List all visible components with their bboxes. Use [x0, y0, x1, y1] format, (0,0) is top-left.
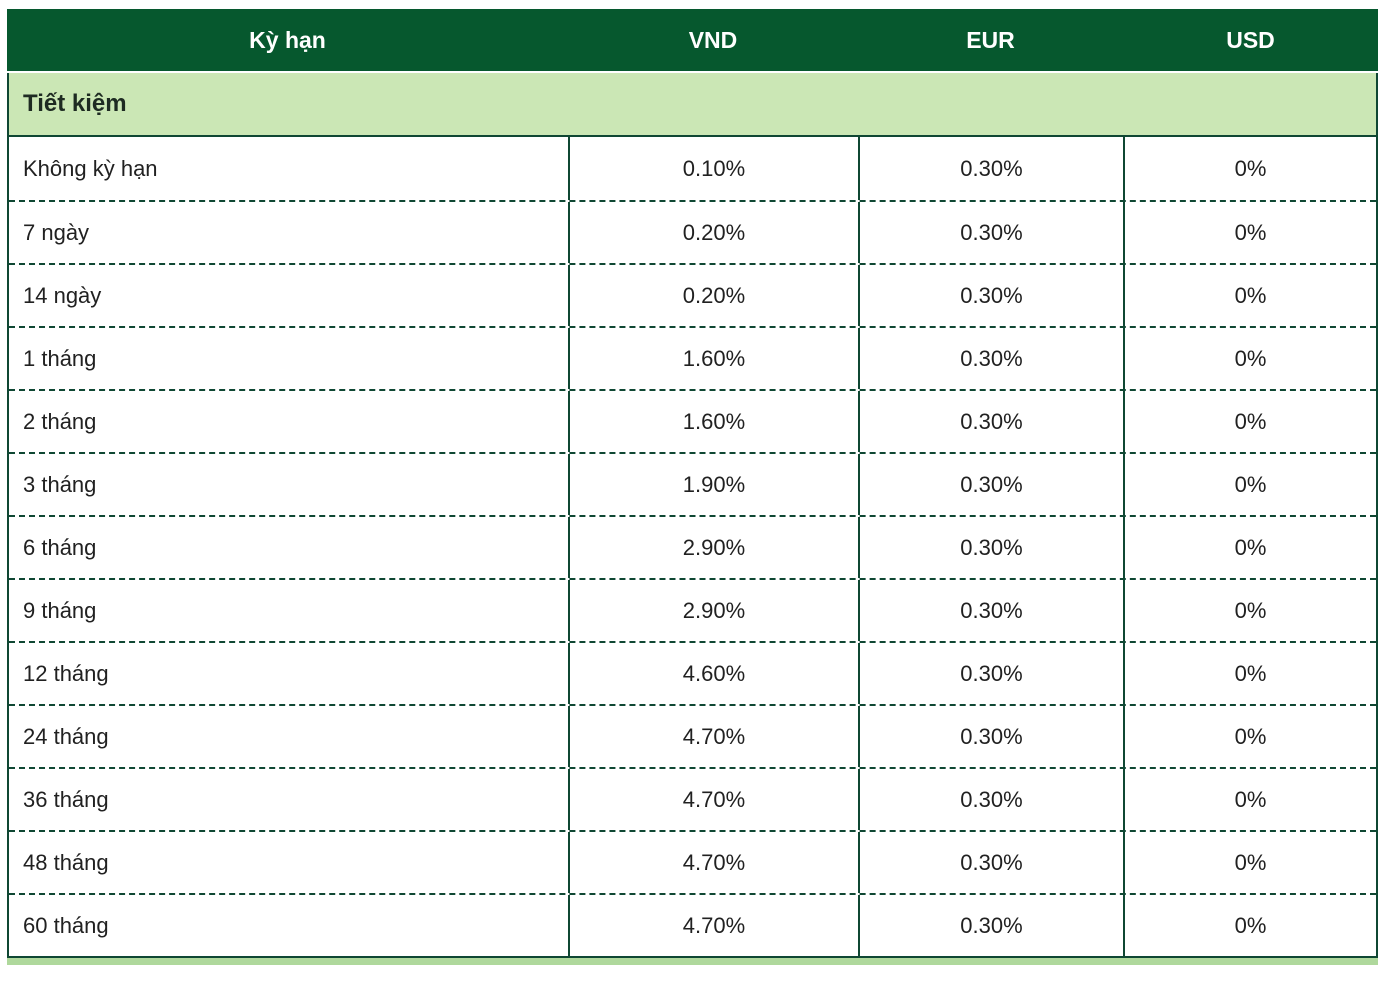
term-cell: 12 tháng — [23, 660, 109, 686]
vnd-rate-cell: 4.70% — [568, 769, 858, 830]
usd-rate-cell: 0% — [1123, 895, 1376, 956]
table-row: 2 tháng 1.60% 0.30% 0% — [9, 389, 1376, 452]
column-header-term: Kỳ hạn — [249, 26, 326, 53]
eur-rate-cell: 0.30% — [858, 832, 1123, 893]
vnd-rate-cell: 4.70% — [568, 895, 858, 956]
table-row: 1 tháng 1.60% 0.30% 0% — [9, 326, 1376, 389]
column-header-eur: EUR — [966, 26, 1015, 53]
usd-rate-cell: 0% — [1123, 328, 1376, 389]
usd-rate-cell: 0% — [1123, 580, 1376, 641]
eur-rate-cell: 0.30% — [858, 137, 1123, 200]
term-cell: 60 tháng — [23, 912, 109, 938]
usd-rate-cell: 0% — [1123, 265, 1376, 326]
term-cell: 6 tháng — [23, 534, 97, 560]
usd-rate-cell: 0% — [1123, 137, 1376, 200]
table-row: 36 tháng 4.70% 0.30% 0% — [9, 767, 1376, 830]
table-row: 60 tháng 4.70% 0.30% 0% — [9, 893, 1376, 956]
term-cell: 9 tháng — [23, 597, 97, 623]
usd-rate-cell: 0% — [1123, 202, 1376, 263]
table-row: 14 ngày 0.20% 0.30% 0% — [9, 263, 1376, 326]
table-row: Không kỳ hạn 0.10% 0.30% 0% — [9, 137, 1376, 200]
table-row: 3 tháng 1.90% 0.30% 0% — [9, 452, 1376, 515]
eur-rate-cell: 0.30% — [858, 643, 1123, 704]
table-row: 12 tháng 4.60% 0.30% 0% — [9, 641, 1376, 704]
table-row: 9 tháng 2.90% 0.30% 0% — [9, 578, 1376, 641]
usd-rate-cell: 0% — [1123, 643, 1376, 704]
vnd-rate-cell: 2.90% — [568, 580, 858, 641]
vnd-rate-cell: 4.70% — [568, 706, 858, 767]
eur-rate-cell: 0.30% — [858, 391, 1123, 452]
table-body: Không kỳ hạn 0.10% 0.30% 0% 7 ngày 0.20% 0.30%… — [7, 135, 1378, 956]
table-row: 24 tháng 4.70% 0.30% 0% — [9, 704, 1376, 767]
usd-rate-cell: 0% — [1123, 517, 1376, 578]
usd-rate-cell: 0% — [1123, 706, 1376, 767]
vnd-rate-cell: 4.60% — [568, 643, 858, 704]
eur-rate-cell: 0.30% — [858, 328, 1123, 389]
vnd-rate-cell: 0.20% — [568, 202, 858, 263]
interest-rate-table: Kỳ hạn VND EUR USD Tiết kiệm Không kỳ hạ… — [7, 9, 1378, 965]
section-label: Tiết kiệm — [23, 90, 127, 117]
eur-rate-cell: 0.30% — [858, 580, 1123, 641]
vnd-rate-cell: 0.20% — [568, 265, 858, 326]
term-cell: 1 tháng — [23, 345, 97, 371]
table-row: 48 tháng 4.70% 0.30% 0% — [9, 830, 1376, 893]
term-cell: 24 tháng — [23, 723, 109, 749]
column-header-usd: USD — [1226, 26, 1275, 53]
section-header-savings: Tiết kiệm — [7, 73, 1378, 135]
vnd-rate-cell: 2.90% — [568, 517, 858, 578]
column-header-vnd: VND — [688, 26, 738, 53]
usd-rate-cell: 0% — [1123, 454, 1376, 515]
eur-rate-cell: 0.30% — [858, 454, 1123, 515]
eur-rate-cell: 0.30% — [858, 769, 1123, 830]
header-divider — [7, 71, 1378, 73]
term-cell: 7 ngày — [23, 219, 90, 245]
vnd-rate-cell: 1.60% — [568, 328, 858, 389]
table-header-row: Kỳ hạn VND EUR USD — [7, 9, 1378, 71]
usd-rate-cell: 0% — [1123, 769, 1376, 830]
eur-rate-cell: 0.30% — [858, 706, 1123, 767]
term-cell: 14 ngày — [23, 282, 102, 308]
table-row: 7 ngày 0.20% 0.30% 0% — [9, 200, 1376, 263]
term-cell: Không kỳ hạn — [23, 155, 158, 181]
eur-rate-cell: 0.30% — [858, 202, 1123, 263]
usd-rate-cell: 0% — [1123, 832, 1376, 893]
vnd-rate-cell: 1.90% — [568, 454, 858, 515]
vnd-rate-cell: 1.60% — [568, 391, 858, 452]
table-row: 6 tháng 2.90% 0.30% 0% — [9, 515, 1376, 578]
vnd-rate-cell: 4.70% — [568, 832, 858, 893]
term-cell: 36 tháng — [23, 786, 109, 812]
usd-rate-cell: 0% — [1123, 391, 1376, 452]
vnd-rate-cell: 0.10% — [568, 137, 858, 200]
term-cell: 48 tháng — [23, 849, 109, 875]
eur-rate-cell: 0.30% — [858, 517, 1123, 578]
eur-rate-cell: 0.30% — [858, 265, 1123, 326]
next-section-strip — [7, 956, 1378, 965]
eur-rate-cell: 0.30% — [858, 895, 1123, 956]
term-cell: 3 tháng — [23, 471, 97, 497]
term-cell: 2 tháng — [23, 408, 97, 434]
